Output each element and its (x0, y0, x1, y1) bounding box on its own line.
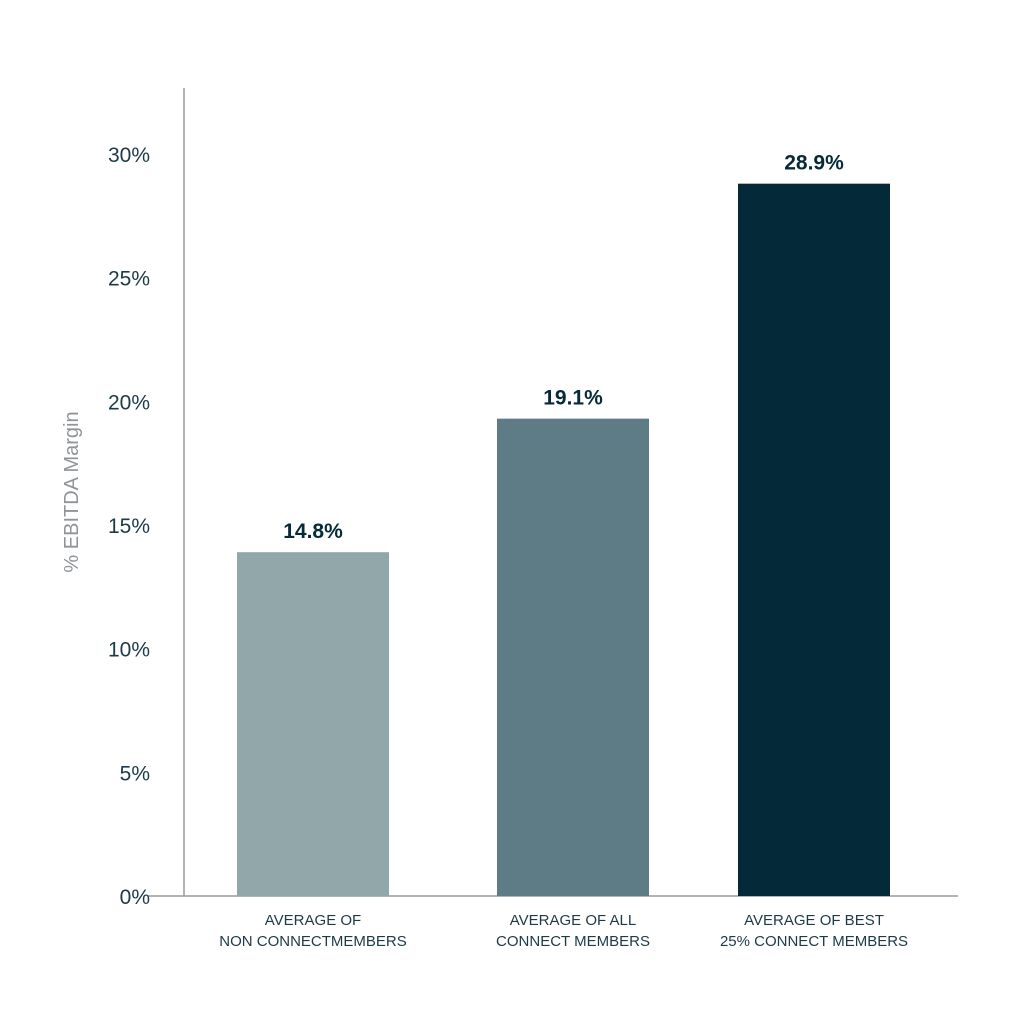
bar (237, 552, 389, 896)
y-axis-title: % EBITDA Margin (61, 411, 83, 572)
data-label: 14.8% (283, 520, 343, 543)
y-tick-label: 25% (108, 268, 150, 291)
category-label: AVERAGE OF ALL CONNECT MEMBERS (496, 912, 650, 950)
bars (237, 183, 890, 896)
y-tick-labels: 0% 5% 10% 15% 20% 25% 30% (108, 144, 150, 909)
bar (497, 418, 649, 896)
category-label: AVERAGE OF BEST 25% CONNECT MEMBERS (720, 912, 908, 950)
category-label-line: AVERAGE OF BEST (744, 912, 884, 929)
bar (738, 183, 890, 896)
category-label-line: 25% CONNECT MEMBERS (720, 933, 908, 950)
y-tick-label: 15% (108, 515, 150, 538)
category-label-line: NON CONNECTMEMBERS (219, 933, 407, 950)
y-tick-label: 20% (108, 391, 150, 414)
data-label: 19.1% (543, 387, 603, 410)
category-label-line: CONNECT MEMBERS (496, 933, 650, 950)
y-tick-label: 0% (120, 886, 150, 909)
category-label: AVERAGE OF NON CONNECTMEMBERS (219, 912, 407, 950)
y-tick-label: 5% (120, 762, 150, 785)
category-labels: AVERAGE OF NON CONNECTMEMBERS AVERAGE OF A… (219, 912, 908, 950)
data-label: 28.9% (784, 152, 844, 175)
category-label-line: AVERAGE OF ALL (510, 912, 636, 929)
y-tick-label: 30% (108, 144, 150, 167)
category-label-line: AVERAGE OF (265, 912, 361, 929)
data-labels: 14.8% 19.1% 28.9% (283, 152, 844, 544)
y-tick-label: 10% (108, 639, 150, 662)
